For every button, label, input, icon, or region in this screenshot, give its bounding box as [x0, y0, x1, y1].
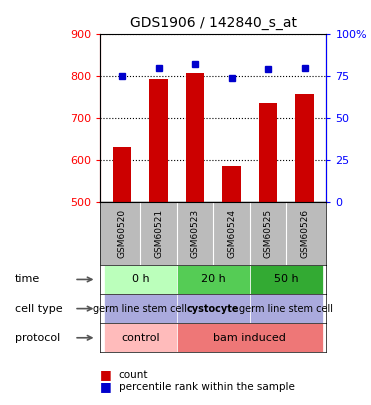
Bar	[250, 265, 323, 294]
Text: time: time	[15, 275, 40, 284]
Text: GSM60520: GSM60520	[118, 209, 127, 258]
Text: protocol: protocol	[15, 333, 60, 343]
Text: cell type: cell type	[15, 304, 62, 313]
Text: bam induced: bam induced	[213, 333, 286, 343]
Bar	[250, 294, 323, 323]
Text: GSM60526: GSM60526	[300, 209, 309, 258]
Bar	[104, 323, 177, 352]
Text: percentile rank within the sample: percentile rank within the sample	[119, 382, 295, 392]
Text: control: control	[121, 333, 160, 343]
Bar	[186, 72, 204, 202]
Title: GDS1906 / 142840_s_at: GDS1906 / 142840_s_at	[130, 16, 297, 30]
Text: GSM60524: GSM60524	[227, 209, 236, 258]
Bar	[295, 94, 314, 202]
Text: GSM60525: GSM60525	[263, 209, 273, 258]
Text: cystocyte: cystocyte	[187, 304, 240, 313]
Bar	[177, 323, 323, 352]
Text: ■: ■	[100, 380, 112, 393]
Text: GSM60521: GSM60521	[154, 209, 163, 258]
Bar	[259, 102, 277, 202]
Bar	[104, 294, 177, 323]
Bar	[150, 79, 168, 202]
Bar	[104, 265, 177, 294]
Text: 50 h: 50 h	[274, 275, 299, 284]
Text: ■: ■	[100, 368, 112, 381]
Text: GSM60523: GSM60523	[191, 209, 200, 258]
Bar	[113, 147, 131, 202]
Bar	[177, 294, 250, 323]
Text: 0 h: 0 h	[131, 275, 149, 284]
Bar	[177, 265, 250, 294]
Bar	[223, 166, 241, 202]
Text: germ line stem cell: germ line stem cell	[239, 304, 333, 313]
Text: 20 h: 20 h	[201, 275, 226, 284]
Text: germ line stem cell: germ line stem cell	[93, 304, 187, 313]
Text: count: count	[119, 370, 148, 379]
